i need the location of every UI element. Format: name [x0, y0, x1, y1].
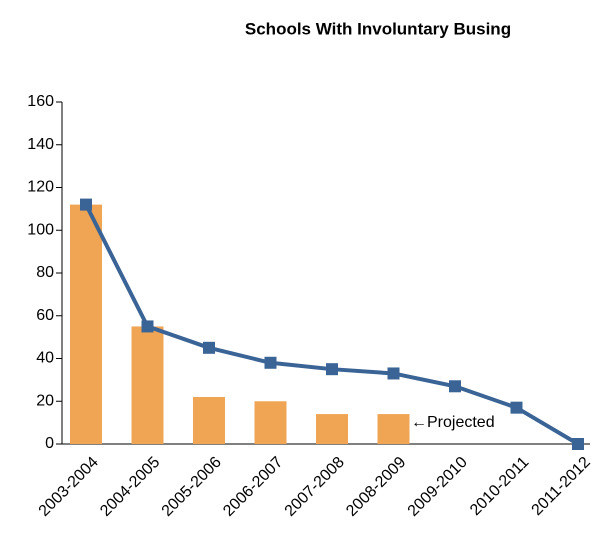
x-tick-label: 2010-2011	[467, 454, 532, 519]
bar	[193, 396, 225, 444]
x-tick-label: 2006-2007	[220, 454, 286, 520]
bar	[131, 326, 164, 444]
x-tick-label: 2011-2012	[529, 454, 594, 519]
x-tick-label: 2008-2009	[343, 454, 409, 520]
line-marker	[449, 380, 461, 393]
y-tick-label: 100	[27, 221, 54, 238]
y-tick-label: 0	[45, 435, 54, 452]
bar	[70, 204, 102, 444]
bar	[254, 401, 287, 444]
y-tick-label: 20	[36, 392, 54, 409]
y-tick-label: 80	[36, 264, 54, 281]
y-tick-label: 120	[27, 179, 54, 196]
y-tick-label: 60	[36, 307, 54, 324]
line-marker	[326, 363, 338, 376]
line-marker	[387, 367, 400, 380]
x-tick-label: 2003-2004	[36, 454, 102, 520]
x-tick-label: 2004-2005	[97, 454, 163, 520]
line-marker	[264, 356, 277, 369]
line-marker	[510, 401, 523, 414]
annotation: ←Projected	[411, 414, 495, 431]
x-tick-label: 2005-2006	[159, 454, 225, 520]
line-marker	[141, 320, 154, 333]
bar	[316, 414, 348, 444]
y-tick-label: 160	[27, 93, 54, 110]
y-tick-label: 140	[27, 136, 54, 153]
chart-title: Schools With Involuntary Busing	[245, 19, 511, 38]
line-marker	[203, 341, 215, 354]
line-marker	[572, 438, 584, 450]
line-marker	[80, 198, 92, 211]
bar	[377, 414, 410, 444]
y-tick-label: 40	[36, 350, 54, 367]
x-tick-label: 2007-2008	[282, 454, 348, 520]
x-tick-label: 2009-2010	[405, 454, 471, 520]
